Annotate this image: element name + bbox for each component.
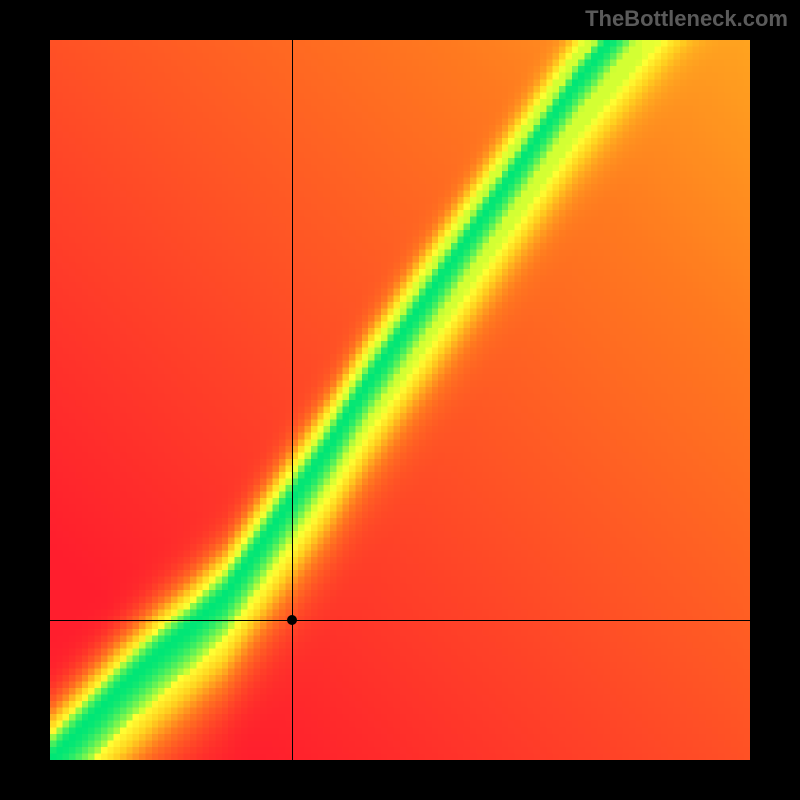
bottleneck-heatmap <box>50 40 750 760</box>
crosshair-marker-dot <box>287 615 297 625</box>
crosshair-vertical <box>292 40 293 760</box>
watermark-text: TheBottleneck.com <box>585 6 788 32</box>
heatmap-canvas <box>50 40 750 760</box>
crosshair-horizontal <box>50 620 750 621</box>
